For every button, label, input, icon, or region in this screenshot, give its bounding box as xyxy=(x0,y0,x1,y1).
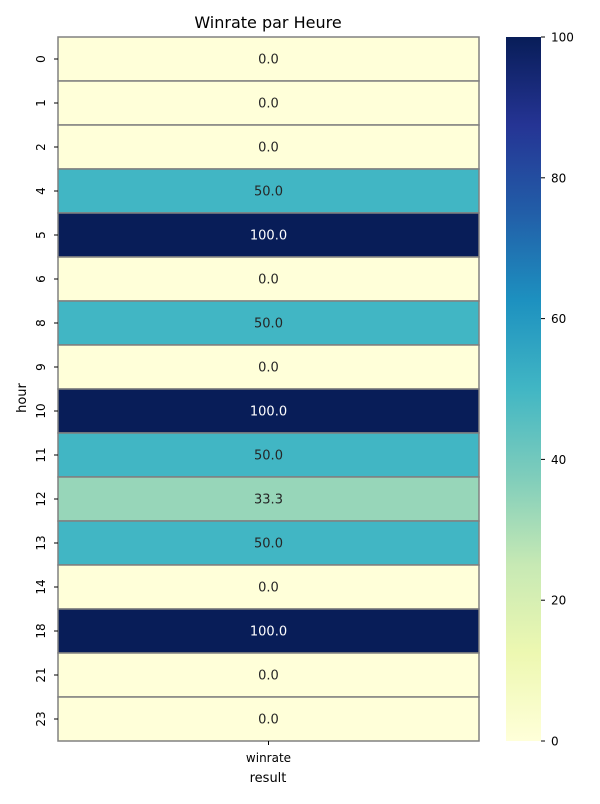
heatmap-cell xyxy=(57,608,480,654)
y-tick-label: 1 xyxy=(34,99,48,107)
y-axis-label: hour xyxy=(15,382,30,412)
colorbar-tick-label: 100 xyxy=(551,31,574,45)
heatmap-cell xyxy=(57,432,480,478)
y-tick-label: 13 xyxy=(34,535,48,550)
colorbar-tick-label: 20 xyxy=(551,594,566,608)
cell-value-label: 100.0 xyxy=(250,229,287,244)
cell-value-label: 50.0 xyxy=(254,449,283,464)
cell-value-label: 0.0 xyxy=(258,361,279,376)
cell-value-label: 0.0 xyxy=(258,53,279,68)
y-tick-label: 6 xyxy=(34,275,48,283)
cell-value-label: 0.0 xyxy=(258,97,279,112)
y-tick-label: 8 xyxy=(34,319,48,327)
cell-value-label: 50.0 xyxy=(254,537,283,552)
colorbar-tick-label: 40 xyxy=(551,453,566,467)
cell-value-label: 100.0 xyxy=(250,405,287,420)
y-tick-label: 10 xyxy=(34,403,48,418)
heatmap-cell xyxy=(57,168,480,214)
x-axis-ticks: winrate xyxy=(246,741,291,765)
heatmap-cells: 0.0 0.0 0.0 50.0 100.0 0.0 50.0 0.0 100.0 50.0 33.… xyxy=(57,36,480,742)
x-tick-label: winrate xyxy=(246,751,291,765)
cell-value-label: 0.0 xyxy=(258,581,279,596)
cell-value-label: 0.0 xyxy=(258,713,279,728)
y-tick-label: 12 xyxy=(34,491,48,506)
cell-value-label: 50.0 xyxy=(254,317,283,332)
cell-value-label: 0.0 xyxy=(258,669,279,684)
colorbar: 0 20 40 60 80 100 xyxy=(506,31,574,749)
y-tick-label: 14 xyxy=(34,579,48,594)
heatmap-cell xyxy=(57,36,480,82)
x-axis-label: result xyxy=(250,771,287,786)
y-tick-label: 18 xyxy=(34,623,48,638)
heatmap-cell xyxy=(57,80,480,126)
heatmap-cell xyxy=(57,476,480,522)
cell-value-label: 0.0 xyxy=(258,141,279,156)
cell-value-label: 100.0 xyxy=(250,625,287,640)
heatmap-cell xyxy=(57,124,480,170)
colorbar-tick-label: 60 xyxy=(551,312,566,326)
colorbar-tick-label: 80 xyxy=(551,171,566,185)
cell-value-label: 0.0 xyxy=(258,273,279,288)
chart-title: Winrate par Heure xyxy=(194,13,341,32)
y-tick-label: 2 xyxy=(34,143,48,151)
colorbar-tick-label: 0 xyxy=(551,735,559,749)
y-tick-label: 11 xyxy=(34,447,48,462)
y-tick-label: 21 xyxy=(34,667,48,682)
cell-value-label: 50.0 xyxy=(254,185,283,200)
y-tick-label: 0 xyxy=(34,55,48,63)
y-tick-label: 5 xyxy=(34,231,48,239)
colorbar-gradient xyxy=(506,37,541,741)
cell-value-label: 33.3 xyxy=(254,493,283,508)
y-tick-label: 9 xyxy=(34,363,48,371)
y-tick-label: 23 xyxy=(34,711,48,726)
y-tick-label: 4 xyxy=(34,187,48,195)
heatmap-cell xyxy=(57,520,480,566)
